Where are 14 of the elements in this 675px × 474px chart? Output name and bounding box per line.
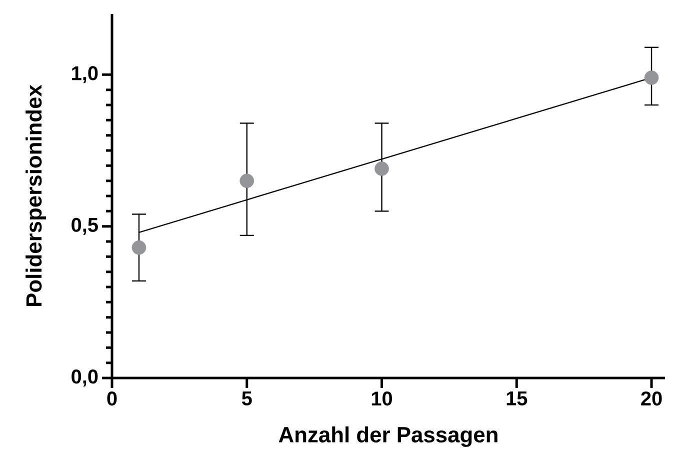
x-tick-label: 0 (107, 391, 117, 406)
point (644, 70, 659, 85)
x-tick-label: 15 (506, 391, 528, 406)
point (240, 174, 254, 188)
y-tick-label: 0,5 (72, 218, 98, 235)
y-tick-label: 1,0 (72, 66, 98, 84)
y-axis-title: Poliderspersionindex (26, 84, 46, 306)
x-tick-label: 20 (641, 391, 662, 406)
x-axis-title: Anzahl der Passagen (278, 426, 498, 447)
point (132, 240, 146, 255)
point (374, 162, 389, 176)
x-tick-label: 5 (242, 391, 252, 406)
x-tick-label: 10 (372, 391, 392, 406)
y-tick-label: 0,0 (72, 370, 98, 386)
